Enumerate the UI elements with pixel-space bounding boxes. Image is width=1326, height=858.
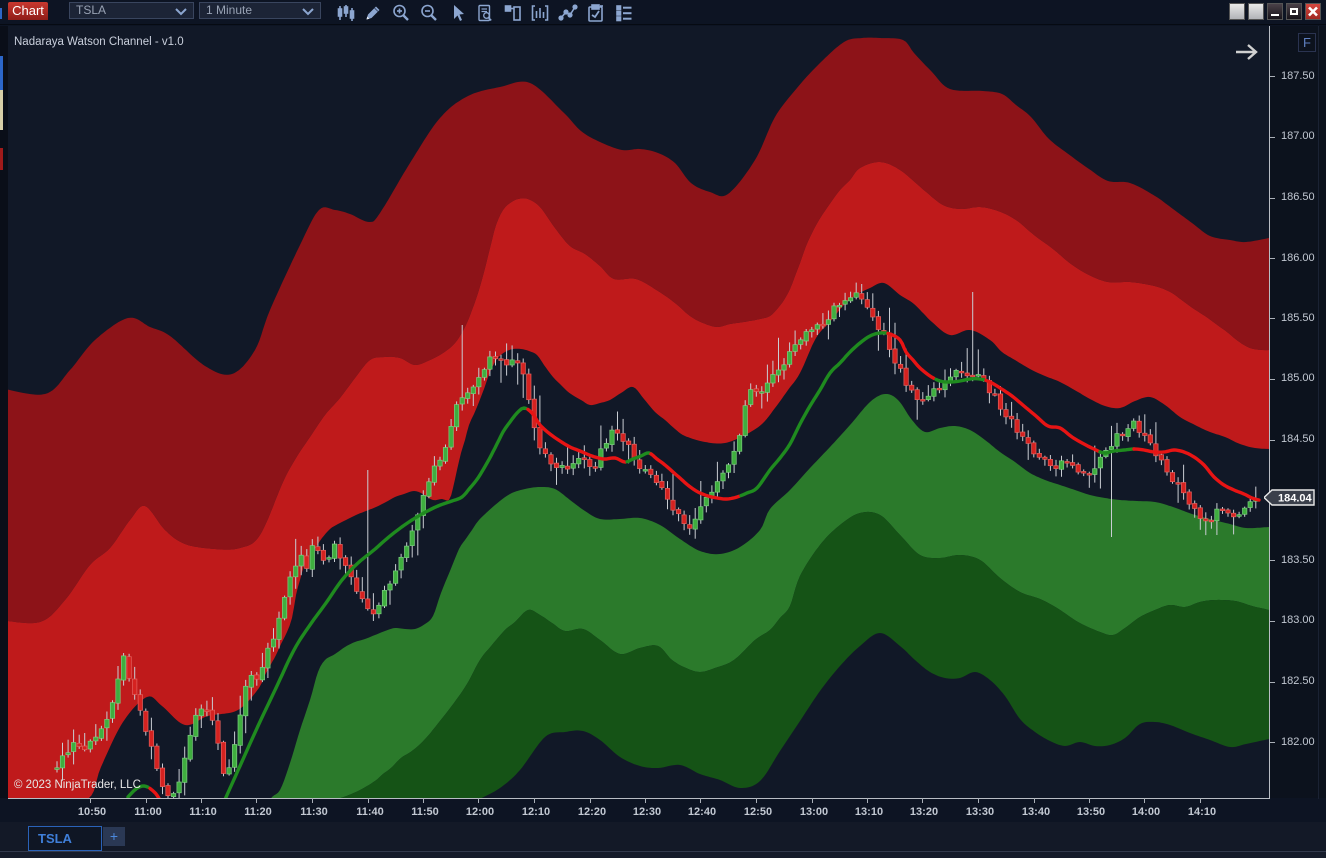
svg-text:184.04: 184.04	[1278, 493, 1313, 505]
